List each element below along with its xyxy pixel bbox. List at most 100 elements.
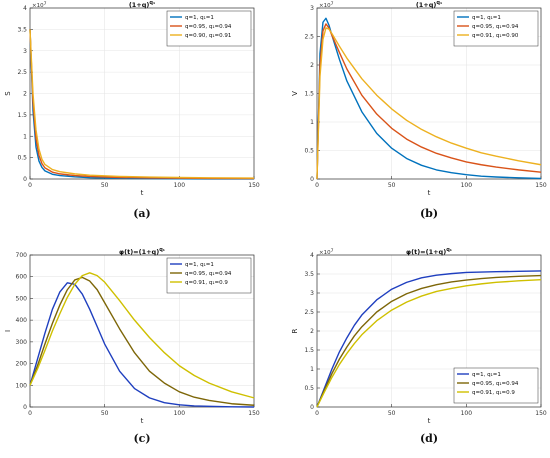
x-tick-label: 0	[315, 410, 319, 417]
y-tick-label: 3	[310, 290, 314, 297]
chart-title: (1+q)q₁	[129, 0, 155, 9]
legend: q=1, q₁=1 q=0.95, q₁=0.94 q=0.91, q₁=0.9	[166, 257, 252, 294]
y-tick-label: 3.5	[17, 26, 27, 33]
chart-panel-b: 0 0.5 1 1.5 2 2.5 3 0 50 100 150 (1+q)q₁ t V ×107 q=1, …	[291, 0, 547, 220]
x-tick-label: 50	[388, 182, 396, 189]
x-tick-label: 100	[461, 182, 473, 189]
x-tick-label: 50	[101, 410, 109, 417]
y-tick-label: 1	[310, 119, 314, 126]
legend-entry-3: q=0.91, q₁=0.9	[472, 390, 515, 396]
panel-caption: (d)	[420, 432, 438, 445]
y-tick-label: 1	[23, 133, 27, 140]
chart-title: φ(t)=(1+q)q₁	[406, 247, 452, 256]
y-tick-label: 2	[310, 328, 314, 335]
x-tick-label: 150	[535, 182, 547, 189]
x-tick-label: 150	[248, 410, 260, 417]
y-tick-label: 200	[16, 361, 28, 368]
x-tick-label: 50	[101, 182, 109, 189]
x-tick-label: 0	[28, 182, 32, 189]
series-line-3	[29, 29, 255, 179]
series-line-2	[316, 274, 542, 408]
y-tick-label: 3	[23, 48, 27, 55]
axes-frame	[29, 254, 255, 408]
y-tick-label: 2	[23, 91, 27, 98]
chart-title: (1+q)q₁	[416, 0, 442, 9]
x-tick-label: 0	[315, 182, 319, 189]
x-tick-label: 150	[535, 410, 547, 417]
legend-entry-2: q=0.95, q₁=0.94	[472, 381, 519, 387]
y-tick-label: 2.5	[17, 69, 27, 76]
legend: q=1, q₁=1 q=0.95, q₁=0.94 q=0.91, q₁=0.9	[453, 367, 539, 404]
x-axis-label: t	[141, 189, 144, 197]
y-axis-label: R	[291, 328, 299, 333]
y-axis-label: S	[4, 91, 12, 96]
panel-caption: (b)	[420, 207, 438, 220]
y-exponent-label: ×107	[319, 1, 334, 10]
legend-entry-1: q=1, q₁=1	[185, 262, 214, 268]
y-tick-label: 0	[23, 404, 27, 411]
chart-title: φ(t)=(1+q)q₁	[119, 247, 165, 256]
legend-entry-1: q=1, q₁=1	[472, 15, 501, 21]
x-tick-label: 100	[174, 410, 186, 417]
series-line-2	[316, 23, 542, 180]
legend-entry-3: q=0.90, q₁=0.91	[185, 33, 231, 39]
legend: q=1, q₁=1 q=0.95, q₁=0.94 q=0.90, q₁=0.91	[166, 10, 252, 47]
legend-entry-2: q=0.95, q₁=0.94	[185, 271, 232, 277]
axes-frame	[316, 7, 542, 180]
panel-caption: (c)	[133, 432, 150, 445]
series-line-3	[316, 279, 542, 408]
chart-panel-a: 0 0.5 1 1.5 2 2.5 3 3.5 4 0 50 100 150 (1+q)q₁ t S ×107 q…	[4, 0, 260, 220]
legend-entry-2: q=0.95, q₁=0.94	[185, 24, 232, 30]
y-tick-label: 0.5	[17, 155, 27, 162]
series-line-3	[29, 272, 255, 399]
y-tick-label: 100	[16, 382, 28, 389]
x-tick-label: 150	[248, 182, 260, 189]
legend-entry-3: q=0.91, q₁=0.90	[472, 33, 519, 39]
y-tick-label: 1.5	[304, 91, 314, 98]
legend-entry-1: q=1, q₁=1	[185, 15, 214, 21]
x-tick-label: 50	[388, 410, 396, 417]
y-tick-label: 0.5	[304, 148, 314, 155]
y-tick-label: 500	[16, 295, 28, 302]
legend: q=1, q₁=1 q=0.95, q₁=0.94 q=0.91, q₁=0.90	[453, 10, 539, 47]
y-tick-label: 300	[16, 339, 28, 346]
axes-frame	[316, 254, 542, 408]
x-tick-label: 100	[461, 410, 473, 417]
y-tick-label: 0.5	[304, 385, 314, 392]
x-tick-label: 0	[28, 410, 32, 417]
series-line-1	[316, 17, 542, 180]
x-axis-label: t	[141, 417, 144, 425]
y-tick-label: 1.5	[304, 347, 314, 354]
y-tick-label: 2.5	[304, 309, 314, 316]
y-tick-label: 2.5	[304, 34, 314, 41]
series-line-1	[29, 282, 255, 408]
y-exponent-label: ×107	[32, 1, 47, 10]
x-axis-label: t	[428, 189, 431, 197]
y-tick-label: 4	[23, 5, 27, 12]
y-tick-label: 600	[16, 274, 28, 281]
y-tick-label: 0	[310, 176, 314, 183]
y-tick-label: 0	[310, 404, 314, 411]
y-tick-label: 1.5	[17, 112, 27, 119]
panel-caption: (a)	[133, 207, 151, 220]
x-axis-label: t	[428, 417, 431, 425]
y-tick-label: 0	[23, 176, 27, 183]
y-tick-label: 3	[310, 5, 314, 12]
series-line-3	[316, 27, 542, 180]
series-line-2	[29, 29, 255, 180]
chart-panel-d: 0 0.5 1 1.5 2 2.5 3 3.5 4 0 50 100 150 φ(t)=(1+q)q₁ t R…	[291, 247, 547, 445]
legend-entry-2: q=0.95, q₁=0.94	[472, 24, 519, 30]
y-axis-label: I	[4, 330, 12, 332]
series-line-2	[29, 276, 255, 406]
legend-entry-1: q=1, q₁=1	[472, 372, 501, 378]
x-tick-label: 100	[174, 182, 186, 189]
y-tick-label: 1	[310, 366, 314, 373]
y-axis-label: V	[291, 91, 299, 96]
chart-panel-c: 0 100 200 300 400 500 600 700 0 50 100 150 φ(t)=(1+q…	[4, 247, 260, 445]
y-tick-label: 3.5	[304, 271, 314, 278]
legend-entry-3: q=0.91, q₁=0.9	[185, 280, 228, 286]
y-tick-label: 2	[310, 62, 314, 69]
y-tick-label: 400	[16, 317, 28, 324]
y-exponent-label: ×107	[319, 248, 334, 257]
